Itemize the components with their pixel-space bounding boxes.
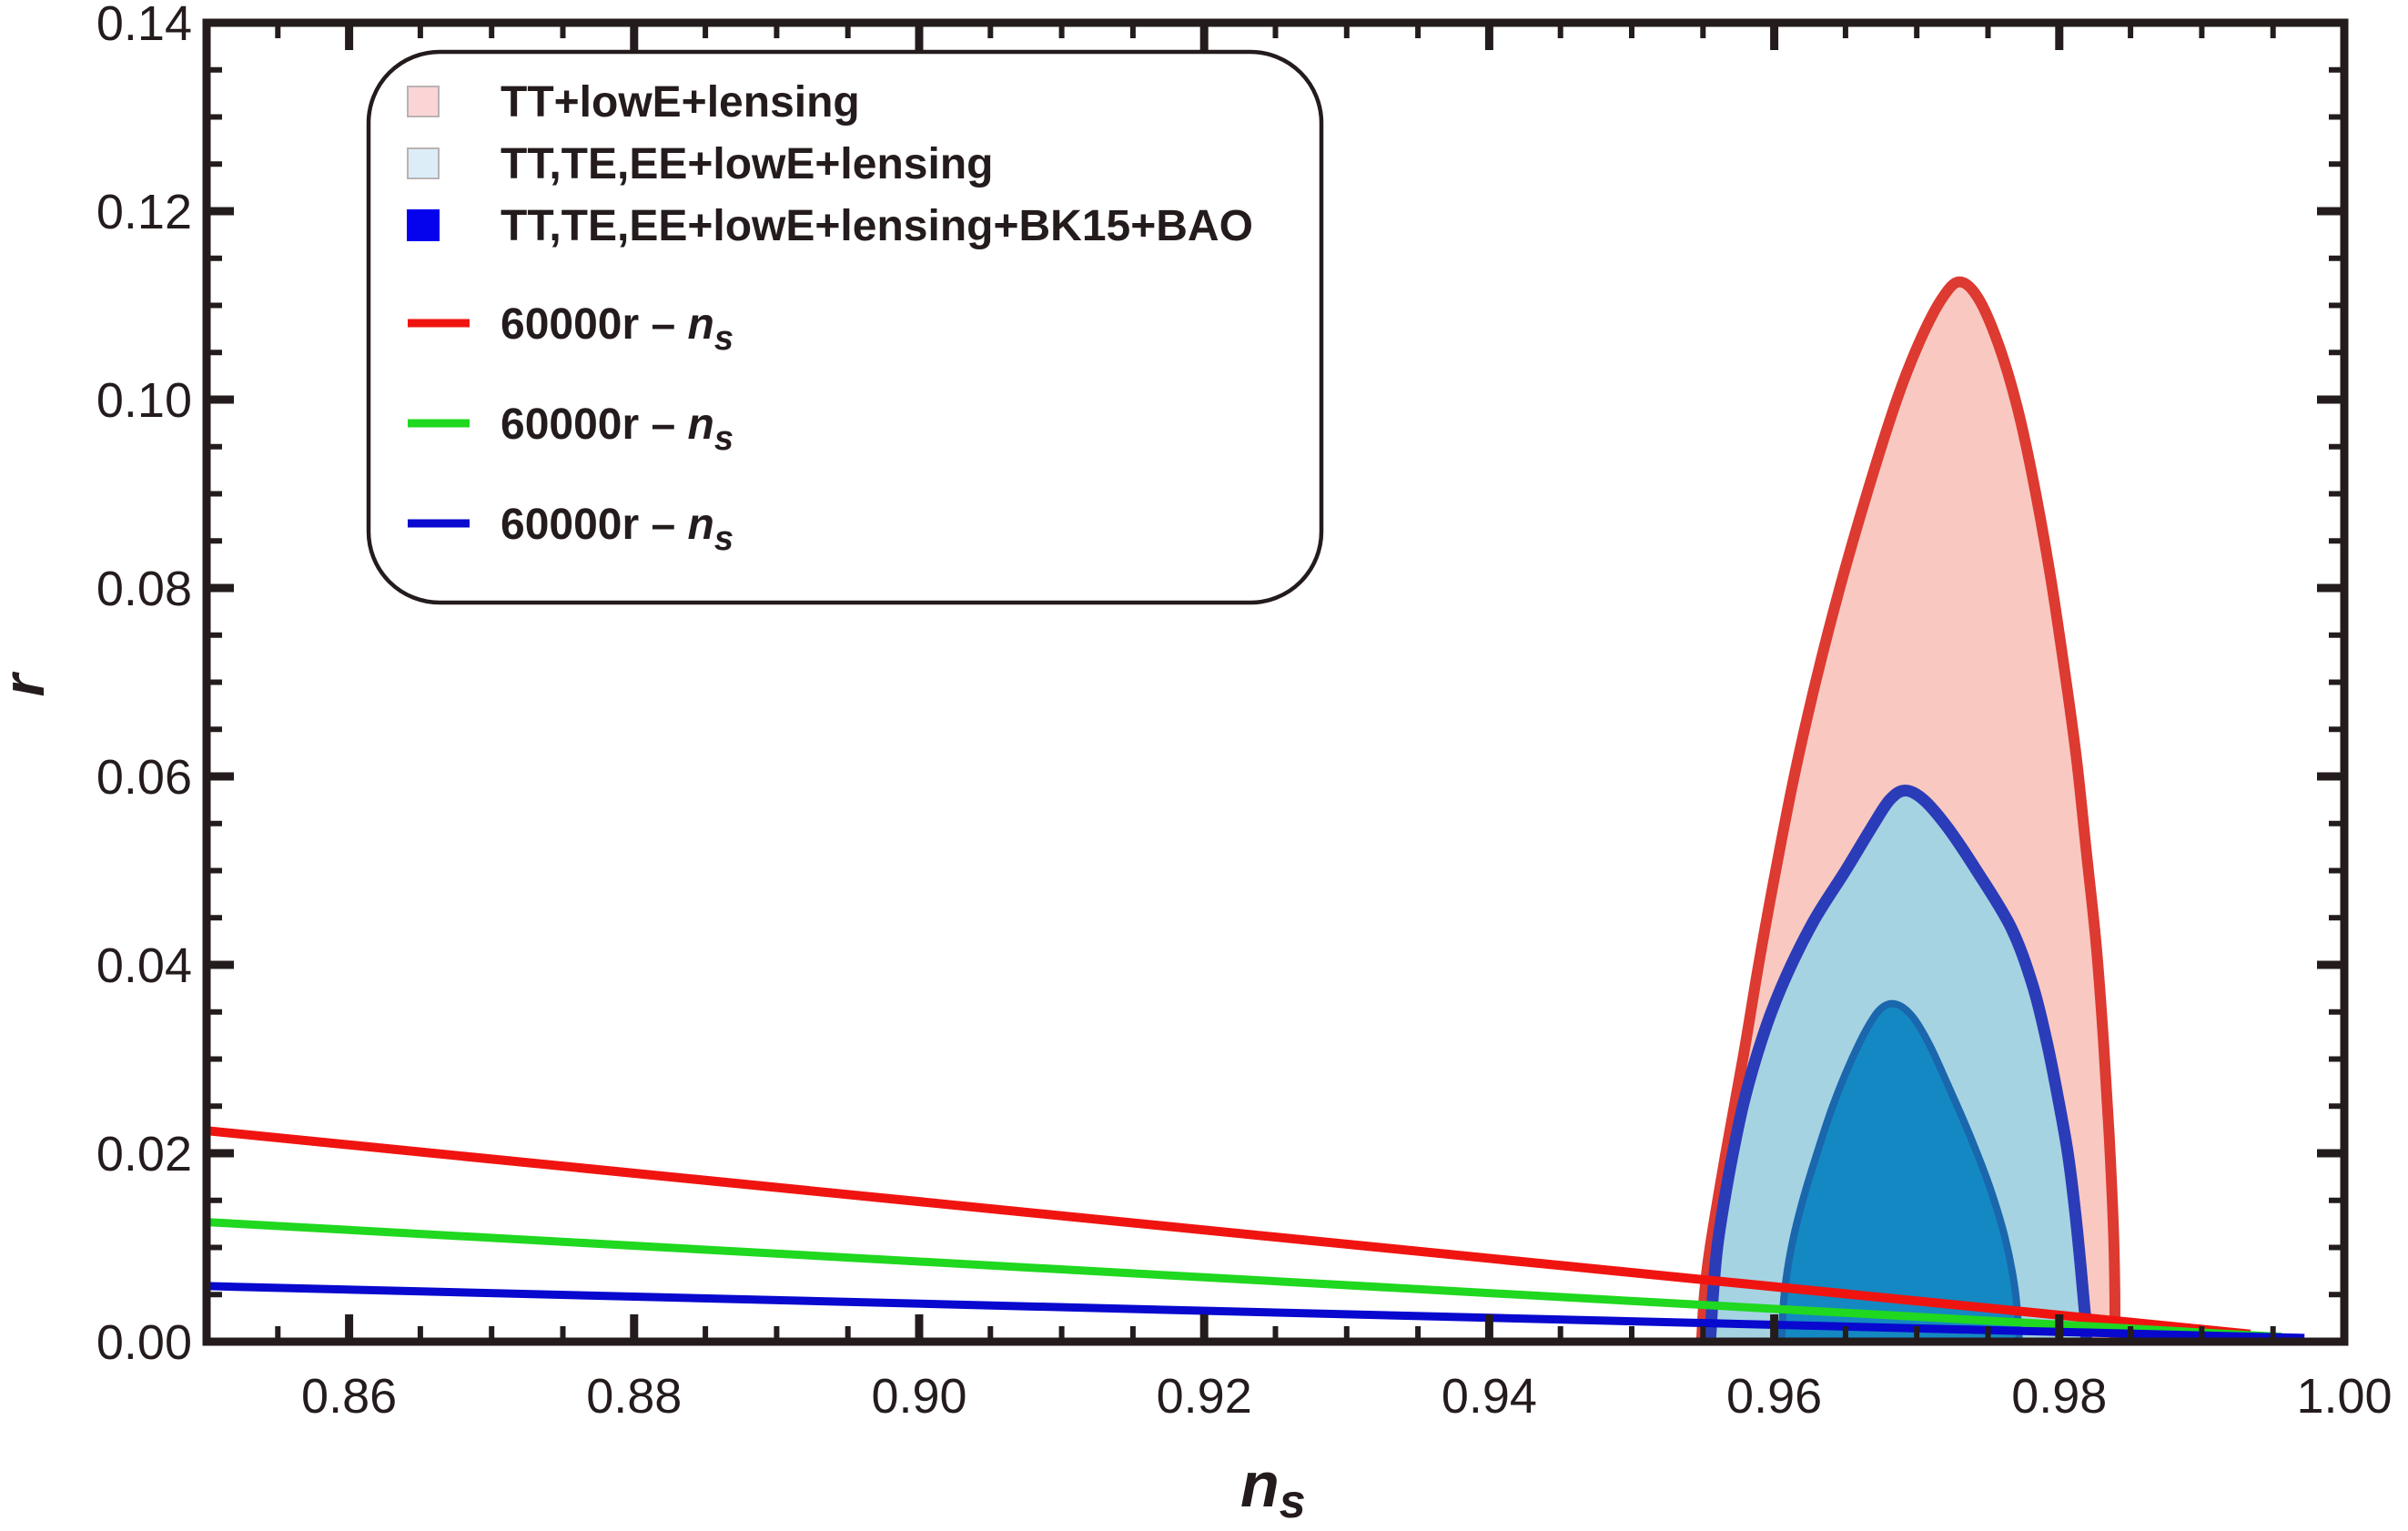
model-line-0 [206, 1126, 2251, 1339]
legend-swatch-ttteee-bk15-bao [407, 209, 440, 241]
y-tick-label: 0.00 [96, 1315, 192, 1370]
contour-edge-2 [1777, 999, 2023, 1343]
legend-label-line-red: 60000r – ns [501, 300, 734, 358]
tick-labels: 0.86 0.88 0.90 0.92 0.94 0.96 0.98 1.00 0.00 0.02… [96, 0, 2393, 1424]
y-tick-label: 0.06 [96, 750, 192, 805]
legend: TT+lowE+lensing TT,TE,EE+lowE+lensing TT… [366, 49, 1324, 605]
x-tick-label: 1.00 [2296, 1369, 2392, 1424]
legend-label-tt-lowe-lensing: TT+lowE+lensing [501, 78, 860, 127]
axes-frame-and-ticks [202, 18, 2349, 1346]
y-axis-label: r [0, 671, 56, 696]
model-line-2 [206, 1282, 2305, 1343]
x-tick-label: 0.94 [1442, 1369, 1537, 1424]
x-tick-label: 0.96 [1726, 1369, 1822, 1424]
legend-box [366, 49, 1324, 605]
y-tick-label: 0.12 [96, 185, 192, 239]
x-axis-label: ns [1240, 1449, 1306, 1528]
model-line-1 [206, 1218, 2282, 1342]
x-tick-label: 0.86 [301, 1369, 397, 1424]
legend-label-ttteee-bk15-bao: TT,TE,EE+lowE+lensing+BK15+BAO [501, 202, 1253, 250]
x-tick-label: 0.98 [2011, 1369, 2107, 1424]
legend-swatch-ttteee-lowe-lensing [407, 147, 440, 179]
contour-edge-0 [1695, 276, 2120, 1343]
y-tick-label: 0.02 [96, 1127, 192, 1181]
y-tick-label: 0.08 [96, 562, 192, 616]
y-tick-label: 0.14 [96, 0, 192, 51]
legend-label-line-green: 60000r – ns [501, 400, 734, 458]
x-tick-label: 0.88 [586, 1369, 682, 1424]
y-tick-label: 0.10 [96, 373, 192, 428]
y-tick-label: 0.04 [96, 938, 192, 993]
model-lines [206, 1126, 2305, 1343]
contour-edge-1 [1704, 785, 2093, 1343]
x-tick-label: 0.92 [1157, 1369, 1252, 1424]
legend-label-line-blue: 60000r – ns [501, 501, 734, 558]
x-tick-label: 0.90 [871, 1369, 966, 1424]
legend-swatch-tt-lowe-lensing [407, 86, 440, 117]
legend-label-ttteee-lowe-lensing: TT,TE,EE+lowE+lensing [501, 140, 993, 188]
contour-regions [1695, 276, 2120, 1343]
